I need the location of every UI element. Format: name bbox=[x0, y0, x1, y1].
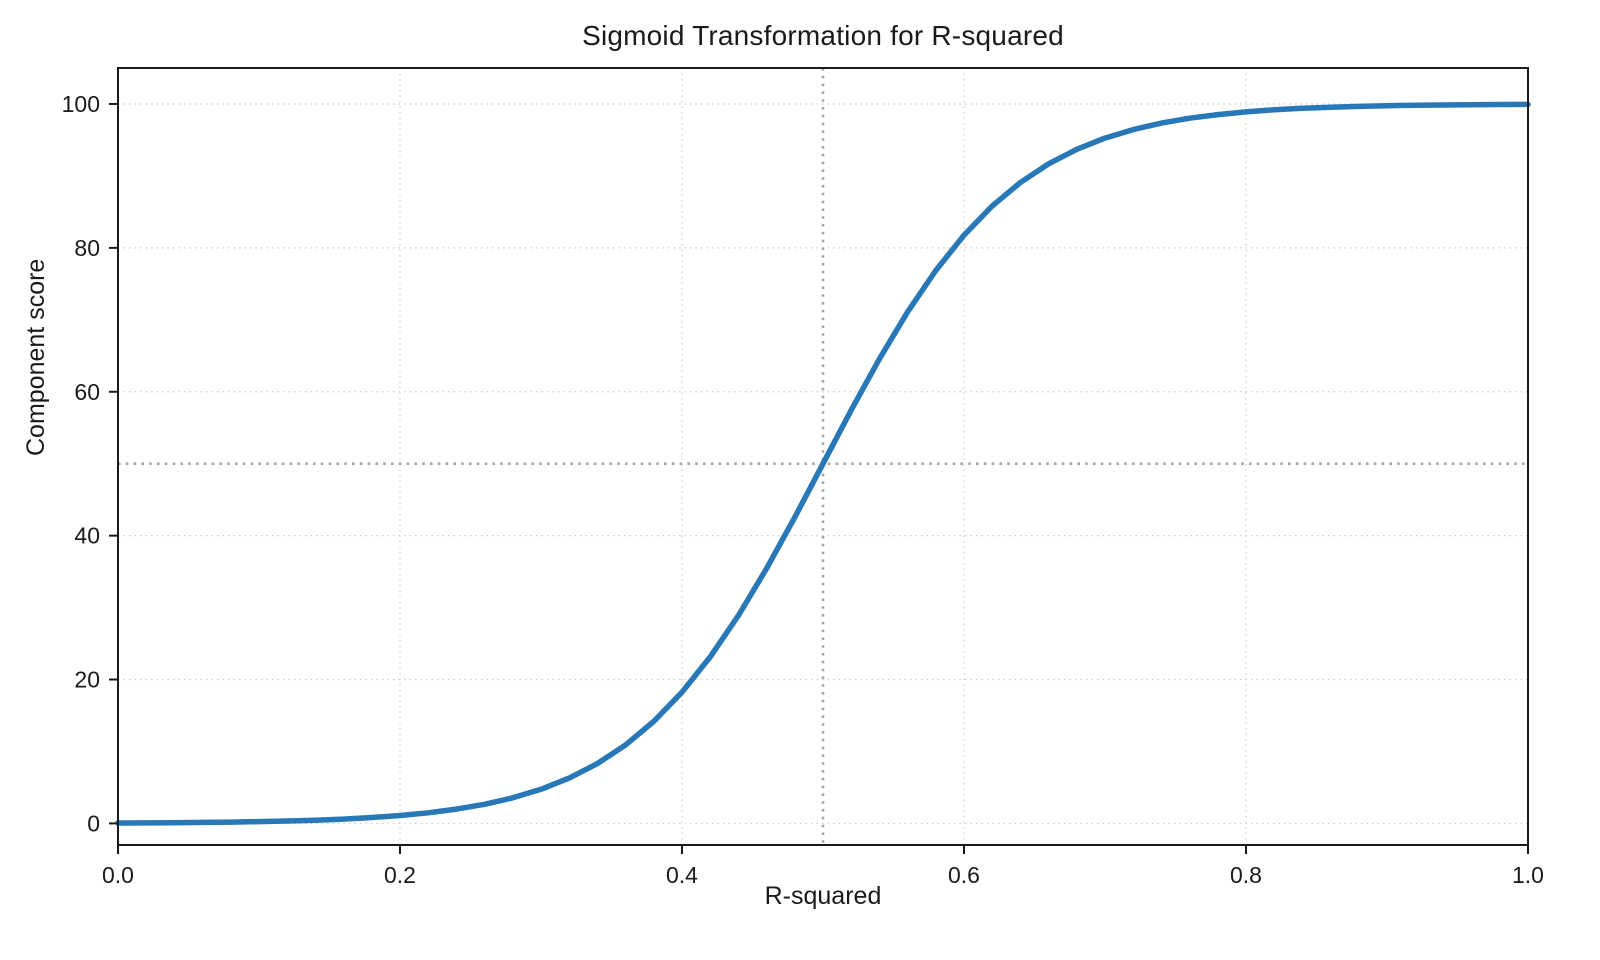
y-tick-label: 40 bbox=[74, 523, 100, 549]
y-tick-label: 100 bbox=[62, 91, 100, 117]
x-tick-label: 0.0 bbox=[102, 862, 134, 888]
sigmoid-curve bbox=[115, 101, 1531, 826]
y-tick-label: 60 bbox=[74, 379, 100, 405]
x-tick-label: 0.8 bbox=[1230, 862, 1262, 888]
x-axis-label: R-squared bbox=[764, 882, 882, 910]
y-tick-label: 80 bbox=[74, 235, 100, 261]
y-tick-label: 20 bbox=[74, 667, 100, 693]
x-tick-label: 0.6 bbox=[948, 862, 980, 888]
x-tick-label: 0.4 bbox=[666, 862, 698, 888]
y-tick-label: 0 bbox=[87, 810, 100, 836]
axes-spines bbox=[117, 67, 1529, 846]
chart-title: Sigmoid Transformation for R-squared bbox=[582, 20, 1064, 51]
x-tick-label: 0.2 bbox=[384, 862, 416, 888]
x-tick-label: 1.0 bbox=[1512, 862, 1544, 888]
